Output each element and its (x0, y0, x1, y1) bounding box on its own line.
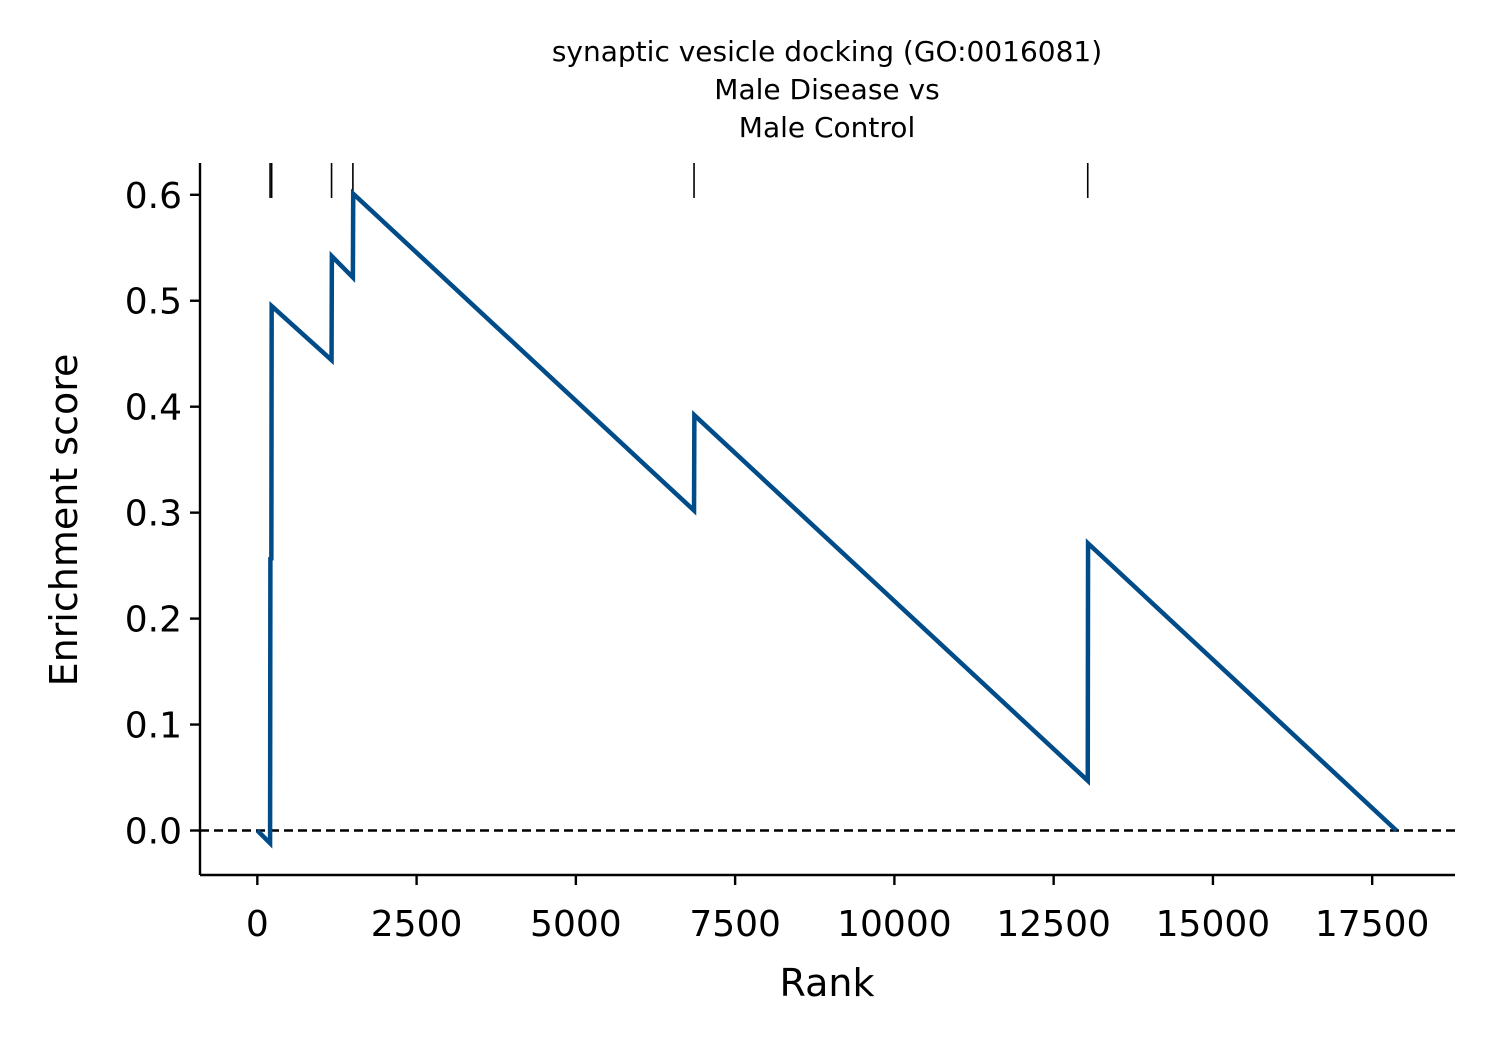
x-tick-label-4: 10000 (837, 904, 952, 945)
x-tick-label-1: 2500 (371, 904, 463, 945)
plot-area: 0 2500 5000 7500 10000 12500 15000 17500 0.0 0.1 0… (125, 163, 1455, 945)
x-axis-label: Rank (780, 961, 875, 1005)
y-tick-label-6: 0.6 (125, 176, 182, 217)
series-line-0 (255, 188, 1398, 849)
x-tick-label-3: 7500 (689, 904, 781, 945)
x-tick-label-5: 12500 (996, 904, 1111, 945)
chart-title: synaptic vesicle docking (GO:0016081) Ma… (552, 35, 1102, 144)
y-tick-label-0: 0.0 (125, 812, 182, 853)
x-tick-label-0: 0 (246, 904, 269, 945)
y-tick-label-5: 0.5 (125, 282, 182, 323)
chart-title-line-1: synaptic vesicle docking (GO:0016081) (552, 35, 1102, 68)
chart-title-line-3: Male Control (739, 111, 915, 144)
y-axis-label: Enrichment score (42, 354, 86, 687)
y-tick-label-4: 0.4 (125, 388, 182, 429)
chart-title-line-2: Male Disease vs (714, 73, 939, 106)
y-tick-label-1: 0.1 (125, 706, 182, 747)
x-tick-label-7: 17500 (1315, 904, 1430, 945)
x-tick-label-2: 5000 (530, 904, 622, 945)
y-tick-label-3: 0.3 (125, 494, 182, 535)
x-tick-label-6: 15000 (1156, 904, 1271, 945)
y-tick-label-2: 0.2 (125, 600, 182, 641)
